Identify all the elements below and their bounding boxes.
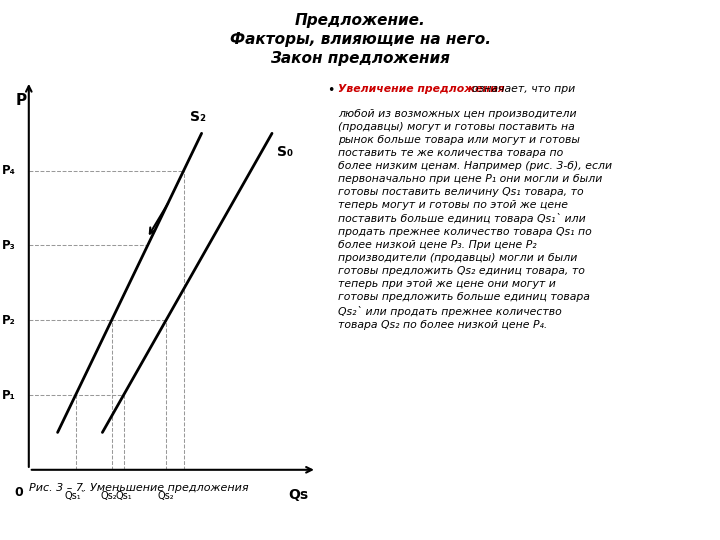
Text: P₂: P₂ xyxy=(2,314,16,327)
Text: Факторы, влияющие на него.: Факторы, влияющие на него. xyxy=(230,32,490,48)
Text: Qs₂: Qs₂ xyxy=(158,491,174,501)
Text: Рис. 3 – 7. Уменьшение предложения: Рис. 3 – 7. Уменьшение предложения xyxy=(29,483,248,494)
Text: S₀: S₀ xyxy=(277,145,293,159)
Text: означает, что при: означает, что при xyxy=(472,84,575,94)
Text: P₁: P₁ xyxy=(2,389,16,402)
Text: P₃: P₃ xyxy=(2,239,16,252)
Text: Увеличение предложения: Увеличение предложения xyxy=(338,84,505,94)
Text: Qs₂`: Qs₂` xyxy=(101,491,122,501)
Text: S₂: S₂ xyxy=(190,110,207,124)
Text: Закон предложения: Закон предложения xyxy=(270,51,450,66)
Text: P₄: P₄ xyxy=(2,164,16,177)
Text: P: P xyxy=(16,93,27,107)
Text: Qs₁`: Qs₁` xyxy=(65,491,86,501)
Text: Qs₁: Qs₁ xyxy=(115,491,132,501)
Text: •: • xyxy=(328,84,335,97)
Text: любой из возможных цен производители
(продавцы) могут и готовы поставить на
рыно: любой из возможных цен производители (пр… xyxy=(338,109,613,330)
Text: 0: 0 xyxy=(15,486,24,500)
Text: Qs: Qs xyxy=(288,489,308,503)
Text: Предложение.: Предложение. xyxy=(294,14,426,29)
